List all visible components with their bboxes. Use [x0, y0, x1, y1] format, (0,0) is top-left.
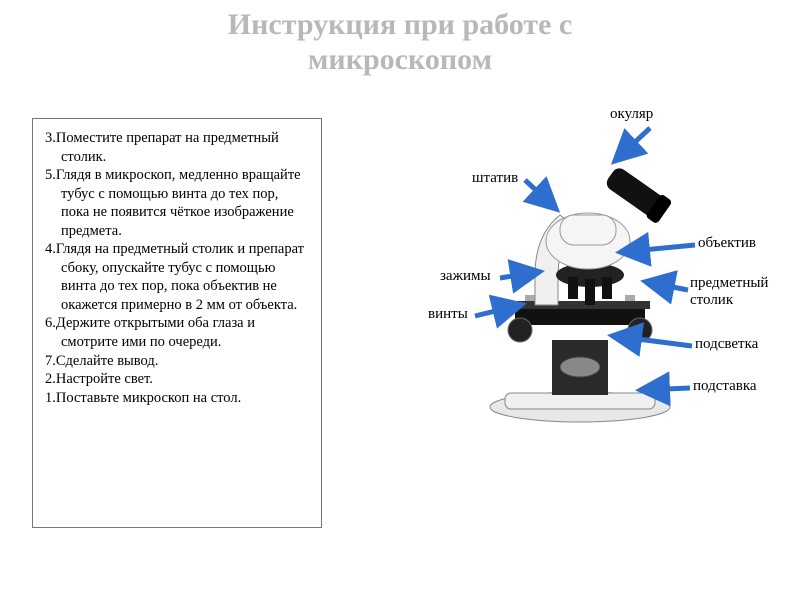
instruction-item: 6.Держите открытыми оба глаза и смотрите…: [45, 314, 309, 351]
label-podstavka: подставка: [693, 378, 757, 395]
instruction-item: 3.Поместите препарат на предметный столи…: [45, 129, 309, 166]
instruction-item: 2.Настройте свет.: [45, 370, 309, 389]
label-stolik-line1: предметный: [690, 275, 768, 292]
label-stolik-line2: столик: [690, 292, 768, 309]
instructions-box: 3.Поместите препарат на предметный столи…: [32, 118, 322, 528]
label-podsvetka: подсветка: [695, 336, 758, 353]
label-obektiv: объектив: [698, 235, 756, 252]
page-title: Инструкция при работе с микроскопом: [0, 0, 800, 89]
label-vinty: винты: [428, 306, 468, 323]
instruction-item: 5.Глядя в микроскоп, медленно вращайте т…: [45, 166, 309, 240]
label-okular: окуляр: [610, 106, 653, 123]
label-shtativ: штатив: [472, 170, 518, 187]
label-zazhimy: зажимы: [440, 268, 491, 285]
instruction-item: 1.Поставьте микроскоп на стол.: [45, 389, 309, 408]
instruction-item: 4.Глядя на предметный столик и препарат …: [45, 240, 309, 314]
instruction-item: 7.Сделайте вывод.: [45, 352, 309, 371]
title-line-1: Инструкция при работе с: [228, 8, 572, 41]
title-line-2: микроскопом: [308, 43, 492, 76]
label-stolik: предметныйстолик: [690, 275, 768, 308]
microscope-diagram: окуляр штатив зажимы винты объектив пред…: [360, 100, 790, 470]
slide: Инструкция при работе с микроскопом 3.По…: [0, 0, 800, 600]
microscope-icon: [480, 145, 680, 425]
